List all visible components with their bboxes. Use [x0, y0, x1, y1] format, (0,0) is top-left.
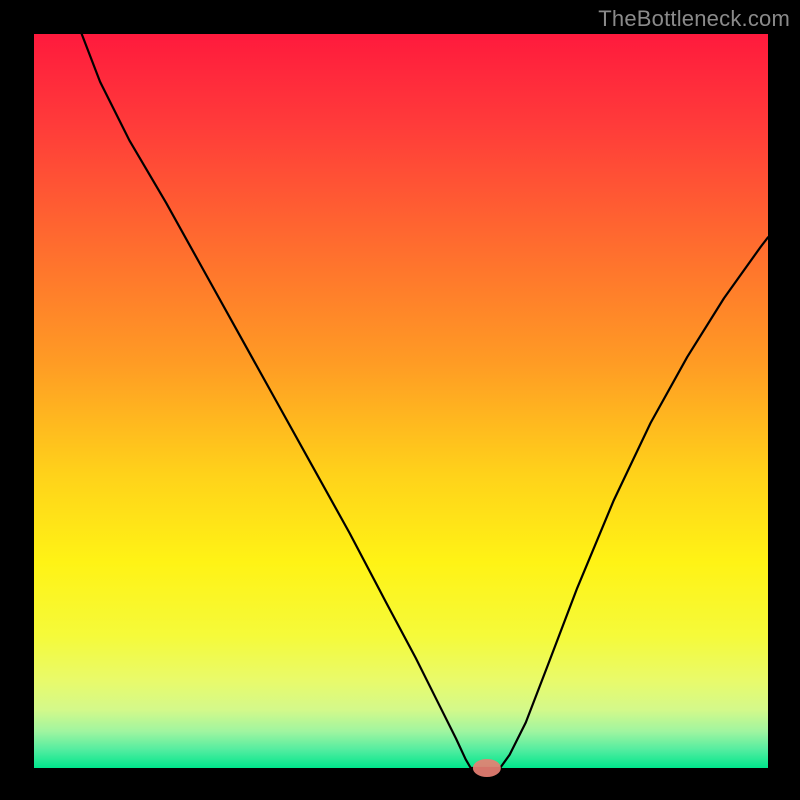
gradient-background [34, 34, 768, 768]
watermark-text: TheBottleneck.com [598, 6, 790, 32]
bottleneck-chart [0, 0, 800, 800]
chart-container: TheBottleneck.com [0, 0, 800, 800]
optimal-marker [473, 759, 501, 777]
